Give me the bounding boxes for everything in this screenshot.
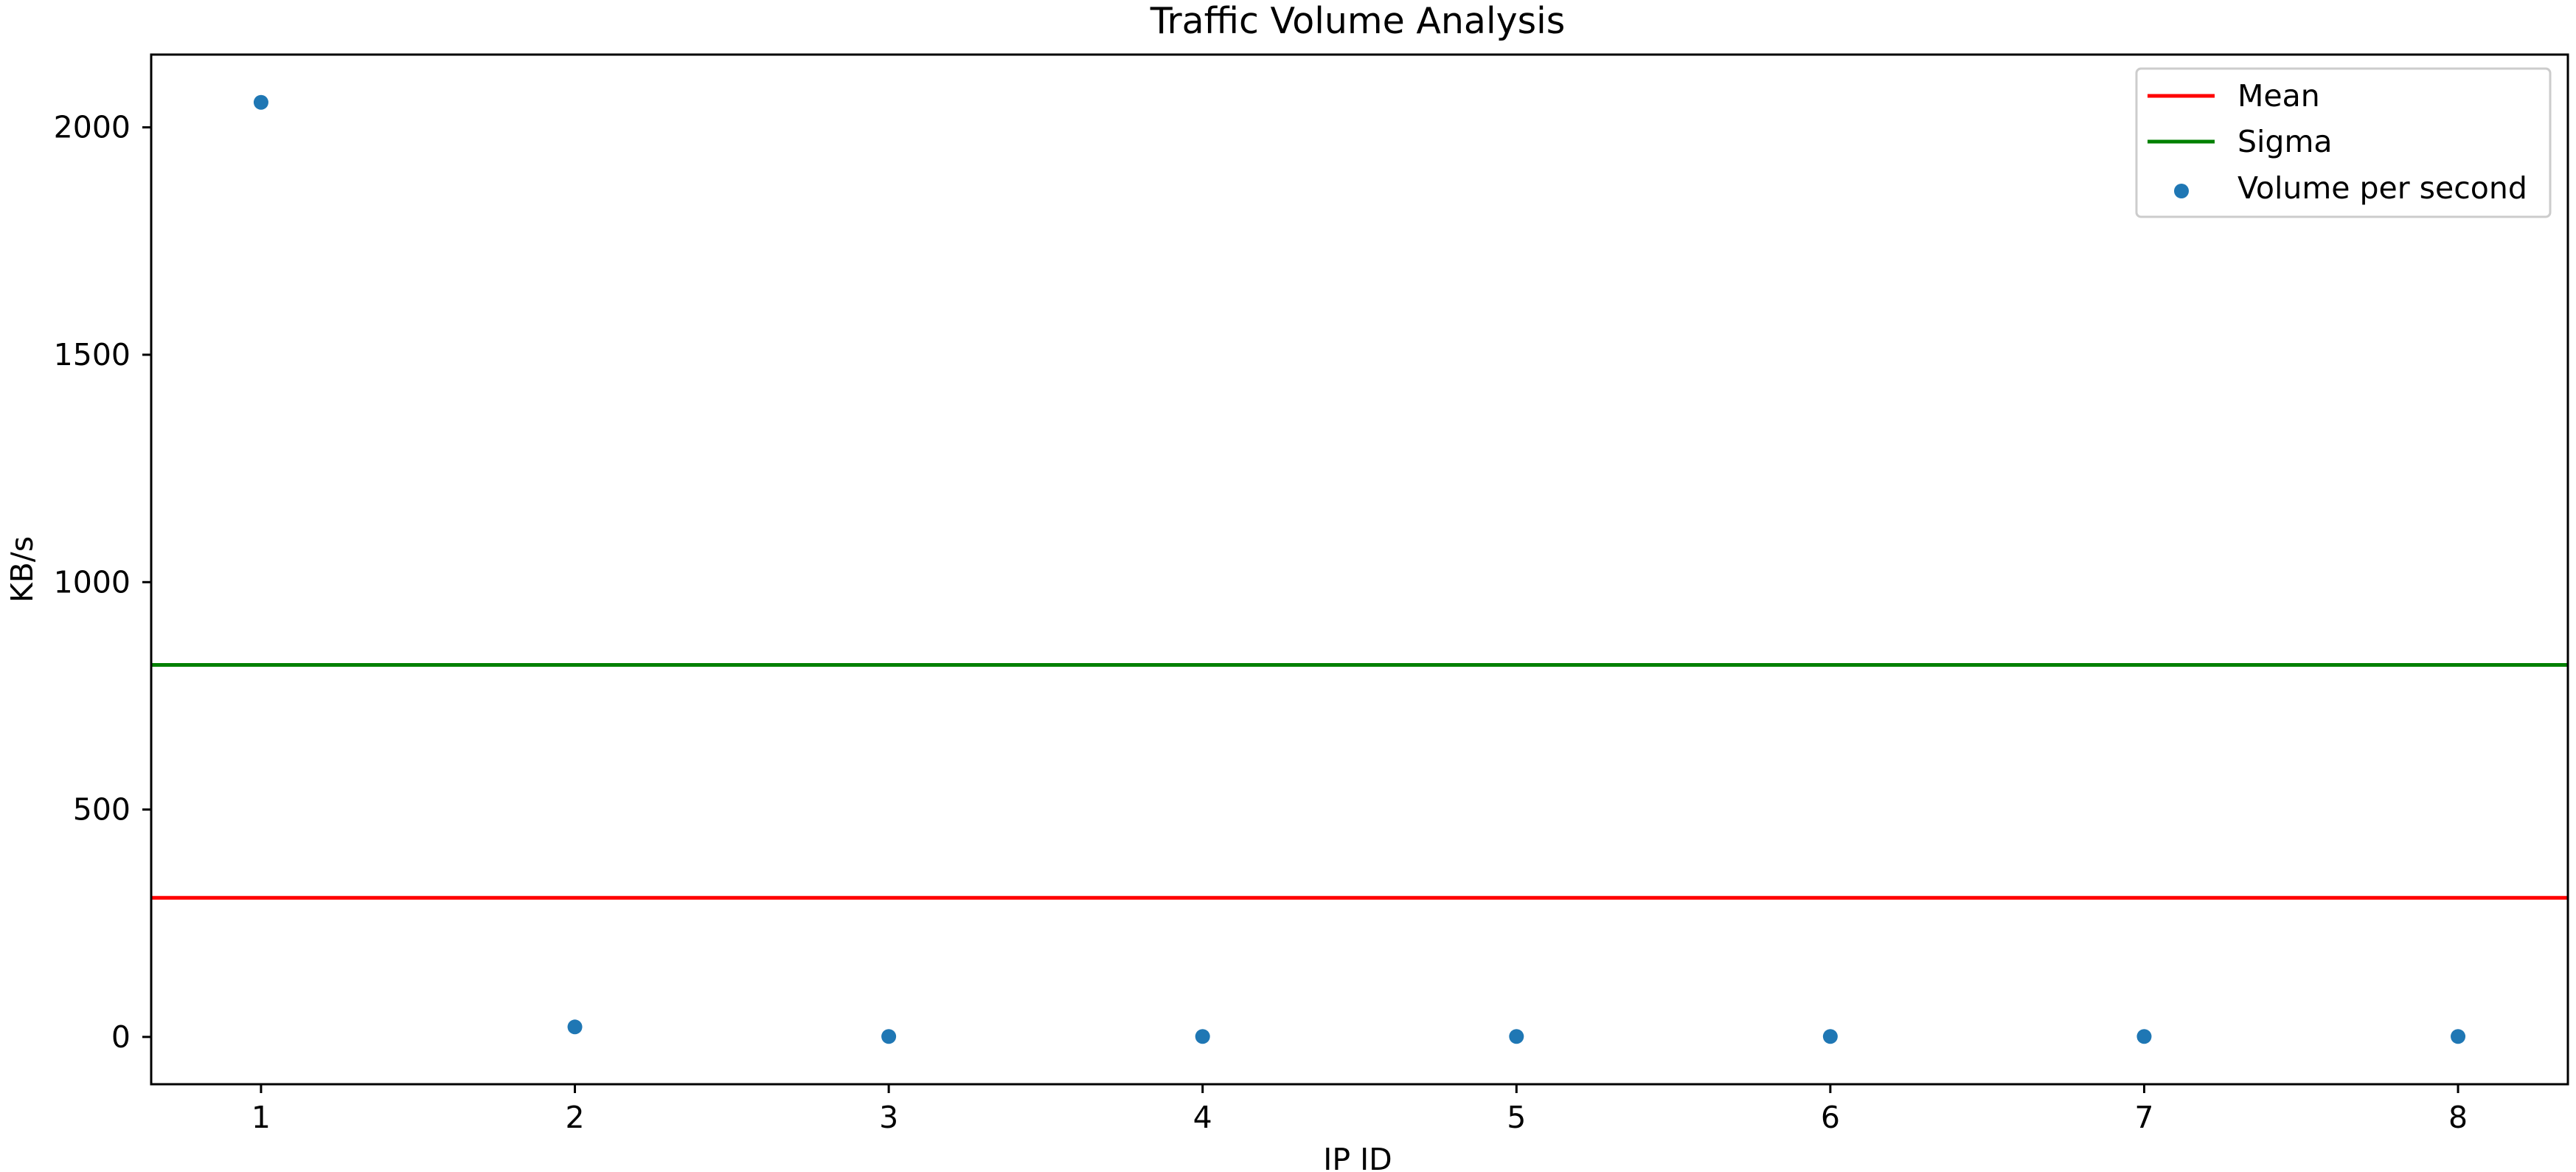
legend-swatch-volume xyxy=(2174,184,2189,198)
x-tick-label: 1 xyxy=(251,1100,271,1135)
x-tick-label: 7 xyxy=(2134,1100,2153,1135)
x-axis: 1 2 3 4 5 6 7 8 xyxy=(251,1084,2468,1135)
legend-label: Sigma xyxy=(2237,124,2333,159)
x-axis-label: IP ID xyxy=(1323,1142,1392,1172)
y-tick-label: 1500 xyxy=(54,337,131,372)
y-tick-label: 2000 xyxy=(54,110,131,145)
scatter-point xyxy=(1822,1029,1838,1044)
axes-frame xyxy=(150,53,2569,1086)
x-tick-label: 6 xyxy=(1821,1100,1840,1135)
y-tick-label: 500 xyxy=(73,792,131,828)
scatter-point xyxy=(567,1019,583,1035)
x-tick-label: 8 xyxy=(2448,1100,2468,1135)
legend-label: Mean xyxy=(2237,78,2320,114)
plot-area xyxy=(151,94,2568,1044)
y-tick-label: 1000 xyxy=(54,564,131,600)
y-tick-label: 0 xyxy=(111,1019,131,1055)
scatter-point xyxy=(881,1029,897,1044)
x-tick-label: 4 xyxy=(1193,1100,1212,1135)
legend-box xyxy=(2135,67,2552,218)
legend-label: Volume per second xyxy=(2237,170,2527,206)
legend: Mean Sigma Volume per second xyxy=(2135,67,2552,218)
scatter-point xyxy=(2451,1029,2466,1044)
chart-title: Traffic Volume Analysis xyxy=(1150,0,1566,42)
scatter-point xyxy=(1509,1029,1524,1044)
x-tick-label: 3 xyxy=(879,1100,898,1135)
scatter-point xyxy=(2136,1029,2152,1044)
y-axis: 0 500 1000 1500 2000 xyxy=(54,110,151,1055)
scatter-point xyxy=(1195,1029,1210,1044)
x-tick-label: 5 xyxy=(1507,1100,1526,1135)
x-tick-label: 2 xyxy=(565,1100,584,1135)
scatter-point xyxy=(253,94,268,110)
y-axis-label: KB/s xyxy=(4,536,40,603)
